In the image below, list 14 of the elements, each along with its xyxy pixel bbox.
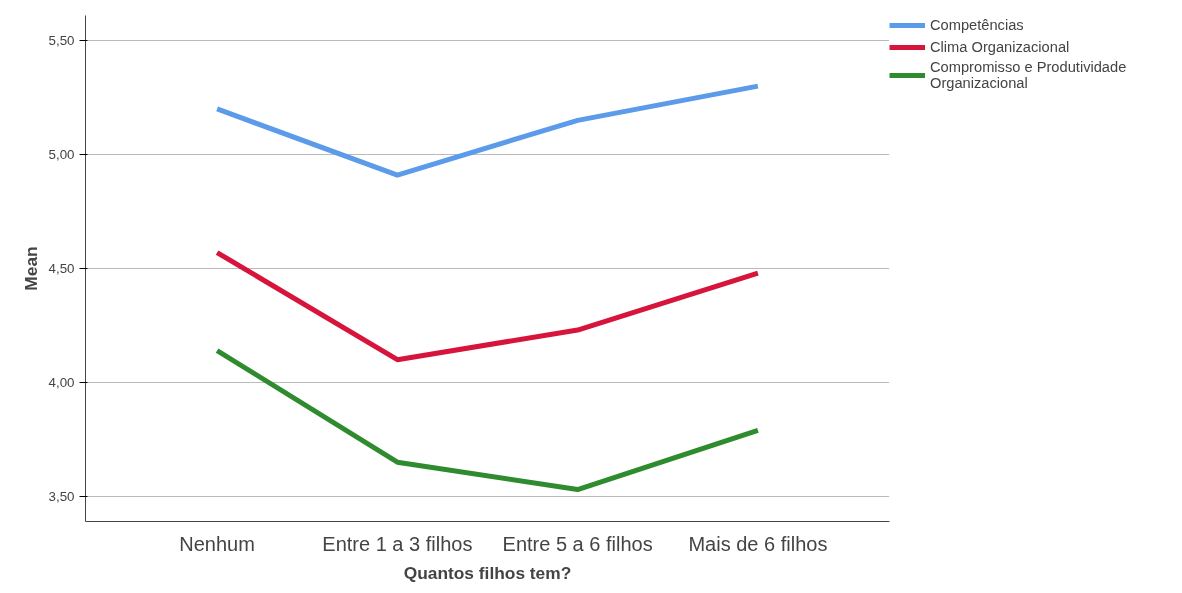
legend-label: Clima Organizacional <box>930 39 1070 55</box>
legend-label: Compromisso e Produtividade Organizacional <box>930 59 1127 91</box>
y-axis-title: Mean <box>20 246 41 291</box>
legend-label: Competências <box>930 17 1024 33</box>
y-tick-label: 4,50 <box>48 261 75 276</box>
x-tick-label: Nenhum <box>179 532 255 555</box>
x-tick-label: Entre 1 a 3 filhos <box>322 532 473 555</box>
y-tick-label: 4,00 <box>48 374 75 390</box>
y-tick-label: 3,50 <box>48 488 75 504</box>
x-tick-label: Mais de 6 filhos <box>688 532 828 555</box>
x-tick-label: Entre 5 a 6 filhos <box>502 532 653 555</box>
x-axis-title: Quantos filhos tem? <box>403 562 572 583</box>
y-tick-label: 5,50 <box>48 33 75 49</box>
y-tick-label: 5,00 <box>48 147 75 163</box>
